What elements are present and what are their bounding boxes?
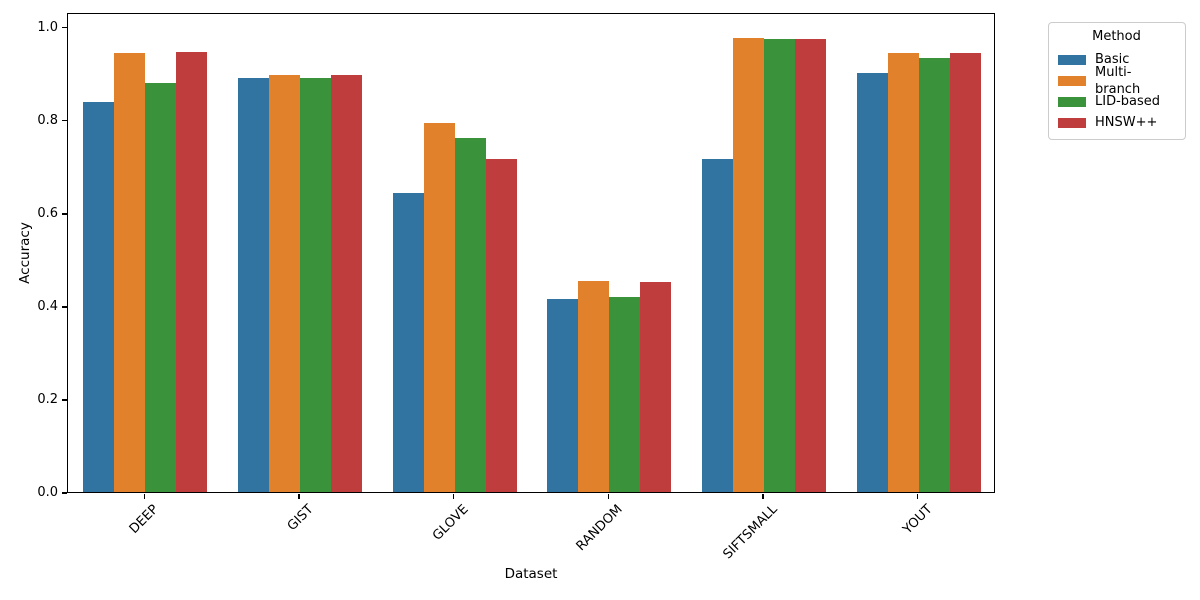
legend-swatch-multi-branch [1058,75,1086,86]
x-axis-label: Dataset [504,566,558,582]
bar-deep-multi-branch [114,52,146,492]
x-tick-label-glove: GLOVE [429,502,472,544]
bar-glove-hnsw++ [485,158,517,492]
legend-label-basic: Basic [1095,52,1130,67]
x-tick [143,494,145,499]
bar-siftsmall-multi-branch [733,38,764,492]
legend-label-lid-based: LID-based [1095,94,1161,109]
bar-yout-multi-branch [887,52,919,492]
legend: Method Basic Multi-branch LID-based HNSW++ [1048,22,1186,140]
legend-swatch-lid-based [1058,96,1086,107]
y-tick [62,492,67,494]
y-tick-label: 0.6 [37,205,58,221]
y-tick [62,120,67,122]
y-tick-label: 0.8 [37,112,58,128]
bar-yout-hnsw++ [949,52,981,492]
y-tick [62,399,67,401]
legend-items: Basic Multi-branch LID-based HNSW++ [1058,49,1175,133]
legend-item-multi-branch: Multi-branch [1058,65,1175,97]
x-tick [762,494,764,499]
x-tick [298,494,300,499]
bar-deep-basic [83,102,115,492]
bar-random-multi-branch [578,280,610,492]
bar-random-lid-based [609,296,641,492]
bar-glove-basic [392,192,424,492]
bar-gist-lid-based [300,78,331,492]
bar-random-basic [547,298,579,492]
bar-gist-hnsw++ [330,74,362,492]
x-tick-label-gist: GIST [284,502,317,534]
x-tick-label-siftsmall: SIFTSMALL [720,502,781,563]
bar-glove-multi-branch [423,123,455,492]
legend-item-basic: Basic [1058,49,1175,70]
bar-siftsmall-hnsw++ [794,38,826,492]
x-tick [607,494,609,499]
x-tick [917,494,919,499]
x-tick-label-random: RANDOM [573,502,626,555]
y-tick-label: 1.0 [37,19,58,35]
legend-swatch-hnsw++ [1058,117,1086,128]
legend-label-multi-branch: Multi-branch [1095,64,1141,97]
x-tick-label-yout: YOUT [899,502,936,538]
y-tick [62,213,67,215]
bar-yout-lid-based [918,58,950,492]
y-tick-label: 0.4 [37,298,58,314]
legend-label-hnsw++: HNSW++ [1095,115,1158,130]
y-tick-label: 0.2 [37,391,58,407]
y-axis-label: Accuracy [17,222,33,284]
bar-random-hnsw++ [640,281,672,492]
x-tick-label-deep: DEEP [127,502,162,537]
y-tick [62,27,67,29]
bar-siftsmall-basic [702,158,734,492]
legend-title: Method [1092,29,1141,44]
plot-area [67,13,995,493]
legend-item-lid-based: LID-based [1058,91,1175,112]
legend-item-hnsw++: HNSW++ [1058,112,1175,133]
y-tick [62,306,67,308]
bar-yout-basic [856,72,888,492]
bar-deep-lid-based [145,83,177,492]
bar-deep-hnsw++ [176,52,208,492]
bar-siftsmall-lid-based [764,39,795,492]
x-tick [453,494,455,499]
legend-swatch-basic [1058,54,1086,65]
bar-glove-lid-based [454,137,486,492]
bar-gist-multi-branch [269,74,300,492]
bar-gist-basic [238,78,270,492]
y-tick-label: 0.0 [37,485,58,500]
